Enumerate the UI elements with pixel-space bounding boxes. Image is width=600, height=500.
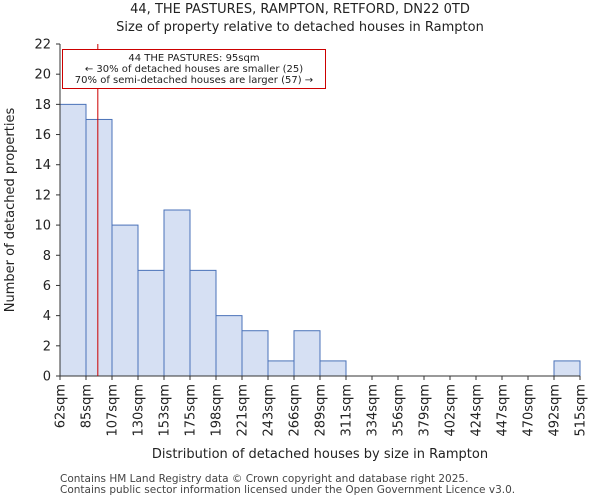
x-tick-label-198sqm: 198sqm xyxy=(210,384,225,437)
annotation-line-3: 70% of semi-detached houses are larger (… xyxy=(74,75,314,86)
annotation-line-2: ← 30% of detached houses are smaller (25… xyxy=(84,64,304,75)
y-tick-label-0: 0 xyxy=(43,370,51,385)
histogram-bar-175sqm xyxy=(189,269,217,377)
chart-title-address: 44, THE PASTURES, RAMPTON, RETFORD, DN22… xyxy=(130,2,470,17)
histogram-bar-153sqm xyxy=(163,209,191,377)
y-tick-label-14: 14 xyxy=(34,158,51,173)
footer-copyright: Contains HM Land Registry data © Crown c… xyxy=(60,473,469,485)
x-tick-label-289sqm: 289sqm xyxy=(314,384,329,437)
property-annotation-box: 44 THE PASTURES: 95sqm ← 30% of detached… xyxy=(62,49,326,89)
histogram-bar-130sqm xyxy=(137,269,165,377)
x-tick-label-153sqm: 153sqm xyxy=(158,384,173,437)
footer-licence: Contains public sector information licen… xyxy=(60,484,516,496)
y-tick-label-16: 16 xyxy=(34,128,51,143)
histogram-bar-492sqm xyxy=(553,360,581,377)
x-tick-label-356sqm: 356sqm xyxy=(392,384,407,437)
histogram-bar-85sqm xyxy=(85,118,113,377)
x-axis-label: Distribution of detached houses by size … xyxy=(152,447,488,462)
histogram-bar-243sqm xyxy=(267,360,295,377)
y-tick-label-12: 12 xyxy=(34,188,51,203)
x-tick-label-266sqm: 266sqm xyxy=(288,384,303,437)
y-tick-label-8: 8 xyxy=(43,249,51,264)
x-tick-label-424sqm: 424sqm xyxy=(470,384,485,437)
histogram-bar-289sqm xyxy=(319,360,347,377)
x-tick-label-470sqm: 470sqm xyxy=(522,384,537,437)
y-tick-label-10: 10 xyxy=(34,219,51,234)
x-tick-label-107sqm: 107sqm xyxy=(106,384,121,437)
x-tick-label-221sqm: 221sqm xyxy=(236,384,251,437)
y-tick-label-18: 18 xyxy=(34,98,51,113)
x-tick-label-447sqm: 447sqm xyxy=(496,384,511,437)
x-tick-label-402sqm: 402sqm xyxy=(444,384,459,437)
x-tick-label-492sqm: 492sqm xyxy=(548,384,563,437)
chart-subtitle: Size of property relative to detached ho… xyxy=(116,20,484,35)
x-tick-label-379sqm: 379sqm xyxy=(418,384,433,437)
histogram-bar-62sqm xyxy=(59,103,87,377)
histogram-bar-221sqm xyxy=(241,330,269,377)
x-tick-label-85sqm: 85sqm xyxy=(80,384,95,428)
histogram-bar-198sqm xyxy=(215,315,243,377)
x-tick-label-62sqm: 62sqm xyxy=(54,384,69,428)
y-tick-label-4: 4 xyxy=(43,309,51,324)
x-tick-label-311sqm: 311sqm xyxy=(340,384,355,437)
x-tick-label-334sqm: 334sqm xyxy=(366,384,381,437)
histogram-bar-107sqm xyxy=(111,224,139,377)
y-tick-label-22: 22 xyxy=(34,38,51,53)
x-tick-label-243sqm: 243sqm xyxy=(262,384,277,437)
y-axis-label: Number of detached properties xyxy=(3,108,18,313)
histogram-bar-266sqm xyxy=(293,330,321,377)
y-tick-label-20: 20 xyxy=(34,68,51,83)
y-tick-label-6: 6 xyxy=(43,279,51,294)
y-tick-label-2: 2 xyxy=(43,339,51,354)
x-tick-label-515sqm: 515sqm xyxy=(574,384,589,437)
annotation-line-1: 44 THE PASTURES: 95sqm xyxy=(128,53,260,64)
x-tick-label-175sqm: 175sqm xyxy=(184,384,199,437)
x-tick-label-130sqm: 130sqm xyxy=(132,384,147,437)
